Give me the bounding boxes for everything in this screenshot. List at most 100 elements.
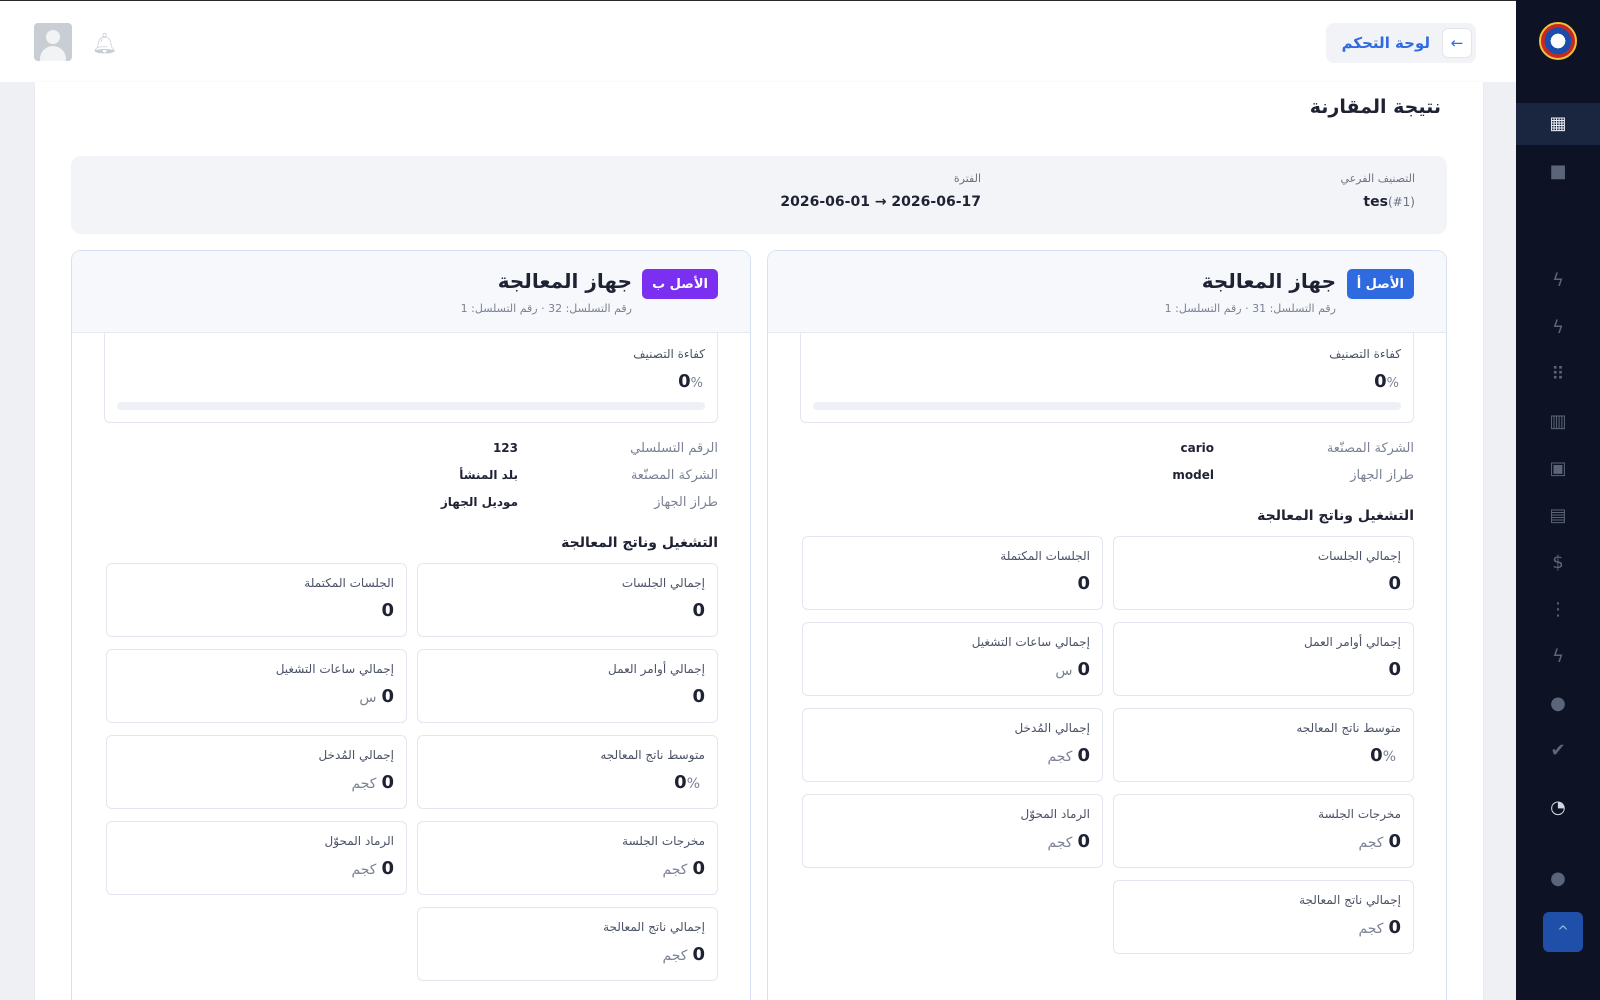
info-key: الشركة المصنّعة bbox=[630, 468, 718, 483]
sidebar-item-tree[interactable]: ⋮ bbox=[1516, 589, 1600, 631]
lightning-icon: ϟ bbox=[1552, 646, 1564, 667]
bell-icon[interactable]: 🔔︎ bbox=[92, 31, 118, 55]
sidebar-item-dashboard[interactable]: ▦ bbox=[1516, 103, 1600, 145]
metric-value: 0 bbox=[1072, 573, 1090, 594]
metric-card: الجلسات المكتملة 0 bbox=[802, 536, 1103, 610]
metric-number: 0 bbox=[692, 600, 705, 621]
sidebar-item-power[interactable]: ϟ bbox=[1516, 636, 1600, 678]
metric-label: إجمالي الجلسات bbox=[1317, 549, 1401, 563]
metric-card: إجمالي ناتج المعالجة 0كجم bbox=[417, 907, 718, 981]
sidebar-item-box[interactable]: ▣ bbox=[1516, 448, 1600, 490]
sidebar-fab-button[interactable]: ^ bbox=[1543, 912, 1583, 952]
metric-number: 0 bbox=[1077, 573, 1090, 594]
metric-label: إجمالي المُدخل bbox=[318, 748, 394, 762]
metric-number: 0 bbox=[1077, 659, 1090, 680]
asset-a-info-row: طراز الجهاز model bbox=[1014, 468, 1414, 488]
avatar[interactable] bbox=[34, 23, 72, 61]
metric-number: 0 bbox=[381, 686, 394, 707]
sidebar-item-finance[interactable]: $ bbox=[1516, 542, 1600, 584]
sidebar-item-verified[interactable]: ✔ bbox=[1516, 730, 1600, 772]
dots-grid-icon: ⠿ bbox=[1551, 364, 1565, 385]
info-value: بلد المنشأ bbox=[459, 468, 518, 482]
metric-value: 0 bbox=[687, 686, 705, 707]
metric-number: 0 bbox=[381, 858, 394, 879]
efficiency-label: كفاءة التصنيف bbox=[633, 347, 705, 361]
metric-label: مخرجات الجلسة bbox=[622, 834, 705, 848]
sidebar-item-profile[interactable]: ● bbox=[1516, 858, 1600, 900]
metric-label: الرماد المحوّل bbox=[1020, 807, 1090, 821]
info-value: 123 bbox=[492, 441, 518, 455]
asset-b-section-title: التشغيل وناتج المعالجة bbox=[561, 535, 718, 551]
sidebar-item-users[interactable]: ● bbox=[1516, 683, 1600, 725]
pie-icon: ◔ bbox=[1550, 797, 1566, 818]
metric-number: 0 bbox=[692, 686, 705, 707]
avatar-body bbox=[40, 46, 66, 61]
metric-value: 0كجم bbox=[662, 944, 705, 965]
asset-b-header: الأصل ب جهاز المعالجة رقم التسلسل: 32 · … bbox=[72, 251, 750, 333]
sidebar-item-trash[interactable]: ▤ bbox=[1516, 495, 1600, 537]
asset-a-badge: الأصل أ bbox=[1346, 269, 1414, 299]
metric-unit: % bbox=[686, 776, 700, 792]
breadcrumb-dashboard-link[interactable]: لوحة التحكم bbox=[1341, 34, 1430, 52]
arrow-right-icon: ← bbox=[1450, 34, 1464, 52]
metric-unit: كجم bbox=[351, 862, 377, 878]
metric-value: 0كجم bbox=[662, 858, 705, 879]
metric-card: الجلسات المكتملة 0 bbox=[106, 563, 407, 637]
subcategory-id: (#1) bbox=[1387, 195, 1415, 209]
info-value: موديل الجهاز bbox=[440, 495, 518, 509]
metric-value: 0 bbox=[1383, 659, 1401, 680]
top-header: ← لوحة التحكم 🔔︎ bbox=[0, 0, 1516, 82]
metric-number: 0 bbox=[1388, 831, 1401, 852]
subcategory-label: التصنيف الفرعي bbox=[1340, 172, 1415, 185]
asset-b-efficiency-card: كفاءة التصنيف 0% bbox=[104, 333, 718, 423]
metric-label: متوسط ناتج المعالجه bbox=[600, 748, 705, 762]
metric-label: إجمالي ناتج المعالجة bbox=[1299, 893, 1401, 907]
sidebar-item-columns[interactable]: ▥ bbox=[1516, 401, 1600, 443]
metric-card: الرماد المحوّل 0كجم bbox=[106, 821, 407, 895]
tree-icon: ⋮ bbox=[1549, 599, 1567, 620]
metric-label: إجمالي ساعات التشغيل bbox=[971, 635, 1090, 649]
lightning-icon: ϟ bbox=[1552, 270, 1564, 291]
sidebar-item-energy-2[interactable]: ϟ bbox=[1516, 307, 1600, 349]
efficiency-progress-bar bbox=[813, 402, 1401, 410]
metric-number: 0 bbox=[381, 600, 394, 621]
metric-unit: س bbox=[1055, 663, 1073, 679]
metric-label: متوسط ناتج المعالجه bbox=[1296, 721, 1401, 735]
dollar-icon: $ bbox=[1552, 552, 1564, 573]
metric-unit: كجم bbox=[1358, 921, 1384, 937]
metric-label: إجمالي المُدخل bbox=[1014, 721, 1090, 735]
asset-b-serials: رقم التسلسل: 32 · رقم التسلسل: 1 bbox=[460, 302, 632, 315]
metric-card: متوسط ناتج المعالجه 0% bbox=[417, 735, 718, 809]
metric-label: الرماد المحوّل bbox=[324, 834, 394, 848]
info-key: الرقم التسلسلي bbox=[630, 441, 718, 456]
back-button[interactable]: ← bbox=[1442, 28, 1472, 58]
columns-icon: ▥ bbox=[1549, 411, 1567, 432]
metric-card: إجمالي أوامر العمل 0 bbox=[1113, 622, 1414, 696]
asset-b-badge: الأصل ب bbox=[642, 269, 718, 299]
metric-unit: كجم bbox=[662, 862, 688, 878]
trash-icon: ▤ bbox=[1549, 505, 1567, 526]
asset-b-info-row: الشركة المصنّعة بلد المنشأ bbox=[318, 468, 718, 488]
subcategory-name: tes bbox=[1363, 194, 1388, 210]
metric-label: إجمالي أوامر العمل bbox=[1304, 635, 1401, 649]
metric-value: 0% bbox=[674, 772, 705, 793]
plus-icon: ^ bbox=[1557, 924, 1569, 940]
efficiency-value: 0% bbox=[1374, 371, 1399, 392]
metric-card: إجمالي ساعات التشغيل 0س bbox=[802, 622, 1103, 696]
check-badge-icon: ✔ bbox=[1550, 740, 1566, 761]
period-label: الفترة bbox=[953, 172, 981, 185]
metric-value: 0% bbox=[1370, 745, 1401, 766]
metric-card: متوسط ناتج المعالجه 0% bbox=[1113, 708, 1414, 782]
asset-b-card: الأصل ب جهاز المعالجة رقم التسلسل: 32 · … bbox=[71, 250, 751, 1000]
sidebar-item-energy[interactable]: ϟ bbox=[1516, 260, 1600, 302]
metric-card: إجمالي أوامر العمل 0 bbox=[417, 649, 718, 723]
sidebar-item-reports[interactable]: ◔ bbox=[1516, 787, 1600, 829]
sidebar-item-grid[interactable]: ⠿ bbox=[1516, 354, 1600, 396]
info-key: الشركة المصنّعة bbox=[1326, 441, 1414, 456]
sidebar-item-folders[interactable]: ■ bbox=[1516, 151, 1600, 193]
ministry-logo[interactable] bbox=[1539, 22, 1577, 60]
metric-unit: كجم bbox=[351, 776, 377, 792]
metric-value: 0س bbox=[1055, 659, 1090, 680]
info-key: طراز الجهاز bbox=[1350, 468, 1414, 483]
asset-b-info-row: الرقم التسلسلي 123 bbox=[318, 441, 718, 461]
